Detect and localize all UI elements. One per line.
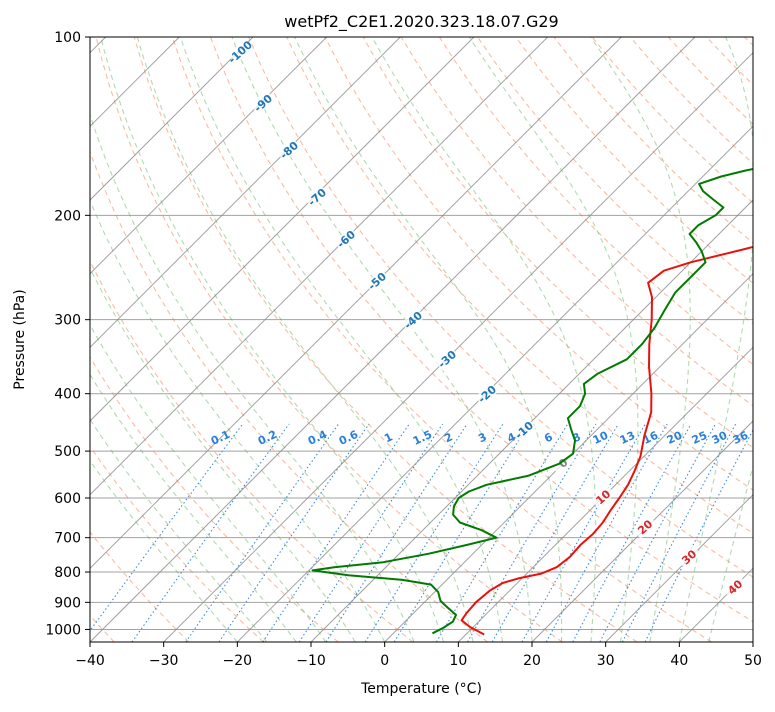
x-tick-label: 20 (523, 653, 541, 669)
x-tick-label: −30 (149, 653, 179, 669)
x-tick-label: 30 (597, 653, 615, 669)
y-tick-label: 400 (54, 387, 81, 403)
y-tick-label: 600 (54, 491, 81, 507)
y-tick-label: 700 (54, 531, 81, 547)
x-tick-label: −20 (223, 653, 253, 669)
y-tick-label: 100 (54, 30, 81, 46)
chart-title: wetPf2_C2E1.2020.323.18.07.G29 (284, 12, 558, 32)
y-tick-label: 1000 (45, 622, 81, 638)
y-axis-label: Pressure (hPa) (12, 289, 28, 389)
x-tick-label: 40 (670, 653, 688, 669)
y-tick-label: 300 (54, 313, 81, 329)
x-axis-label: Temperature (°C) (360, 681, 482, 697)
y-tick-label: 800 (54, 565, 81, 581)
y-tick-label: 200 (54, 208, 81, 224)
x-tick-label: −40 (75, 653, 105, 669)
x-tick-label: 50 (744, 653, 762, 669)
x-tick-label: 10 (449, 653, 467, 669)
x-tick-label: −10 (296, 653, 326, 669)
y-tick-label: 500 (54, 444, 81, 460)
y-tick-label: 900 (54, 595, 81, 611)
x-tick-label: 0 (380, 653, 389, 669)
